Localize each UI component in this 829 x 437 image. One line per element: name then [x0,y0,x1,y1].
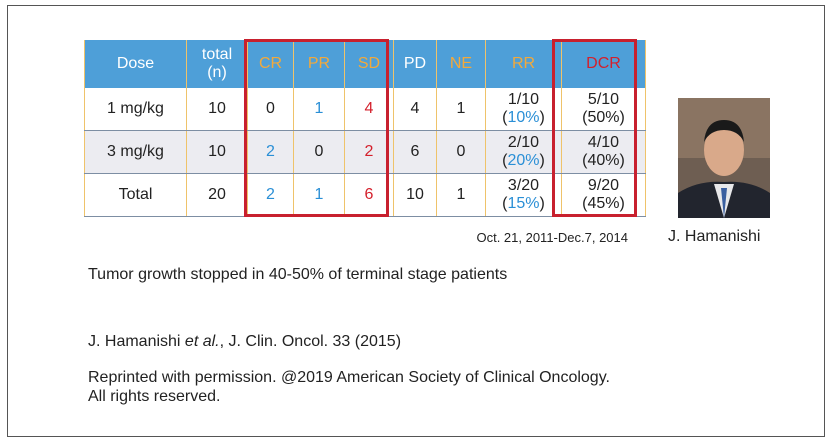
cell-text: 3/20 [508,177,539,194]
cell-text: 15% [507,195,539,212]
cell-line: (15%) [486,195,561,213]
header-text: RR [512,55,535,72]
header-cell: total (n) [187,40,248,88]
photo-caption: J. Hamanishi [668,228,760,246]
table-cell: 6 [394,131,437,174]
citation: J. Hamanishi et al., J. Clin. Oncol. 33 … [88,333,401,351]
cell-text: 10 [208,143,226,160]
header-cell: RR [486,40,562,88]
cell-line: (20%) [486,152,561,170]
table-cell: 1/10(10%) [486,88,562,131]
table-cell: 0 [437,131,486,174]
cell-text: 1 [457,100,466,117]
cell-line: 2/10 [486,134,561,152]
table-cell: 3/20(15%) [486,174,562,217]
citation-text: et al. [185,333,220,350]
cell-line: (10%) [486,109,561,127]
cell-text: ) [540,109,545,126]
citation-text: , J. Clin. Oncol. 33 (2015) [220,333,401,350]
header-text: PD [404,55,426,72]
cell-text: 6 [411,143,420,160]
table-cell: 10 [394,174,437,217]
table-cell: 2/10(20%) [486,131,562,174]
header-cell: PD [394,40,437,88]
permission: Reprinted with permission. @2019 America… [88,369,610,387]
cell-text: 20 [208,186,226,203]
cell-line: 1/10 [486,91,561,109]
header-text: total (n) [197,46,237,82]
cell-text: ) [540,152,545,169]
cell-text: 20% [507,152,539,169]
table-cell: 10 [187,131,248,174]
summary: Tumor growth stopped in 40-50% of termin… [88,266,507,284]
header-cell: Dose [85,40,187,88]
header-text: Dose [117,55,154,72]
cell-text: 2/10 [508,134,539,151]
permission: All rights reserved. [88,388,221,406]
table-cell: 1 [437,88,486,131]
table-cell: 1 mg/kg [85,88,187,131]
cell-text: 10% [507,109,539,126]
highlight-box [244,39,389,217]
cell-text: 0 [457,143,466,160]
cell-text: 4 [411,100,420,117]
cell-line: 3/20 [486,177,561,195]
photo [678,98,770,218]
cell-text: 10 [406,186,424,203]
cell-text: 1/10 [508,91,539,108]
cell-text: 3 mg/kg [107,143,164,160]
cell-text: ) [540,195,545,212]
date-range: Oct. 21, 2011-Dec.7, 2014 [476,230,628,245]
header-text: NE [450,55,472,72]
table-cell: 4 [394,88,437,131]
table-cell: Total [85,174,187,217]
cell-text: Total [119,186,153,203]
header-cell: NE [437,40,486,88]
highlight-box [552,39,637,217]
table-cell: 10 [187,88,248,131]
cell-text: 1 mg/kg [107,100,164,117]
table-cell: 1 [437,174,486,217]
citation-text: J. Hamanishi [88,333,185,350]
table-cell: 20 [187,174,248,217]
table-cell: 3 mg/kg [85,131,187,174]
cell-text: 10 [208,100,226,117]
cell-text: 1 [457,186,466,203]
